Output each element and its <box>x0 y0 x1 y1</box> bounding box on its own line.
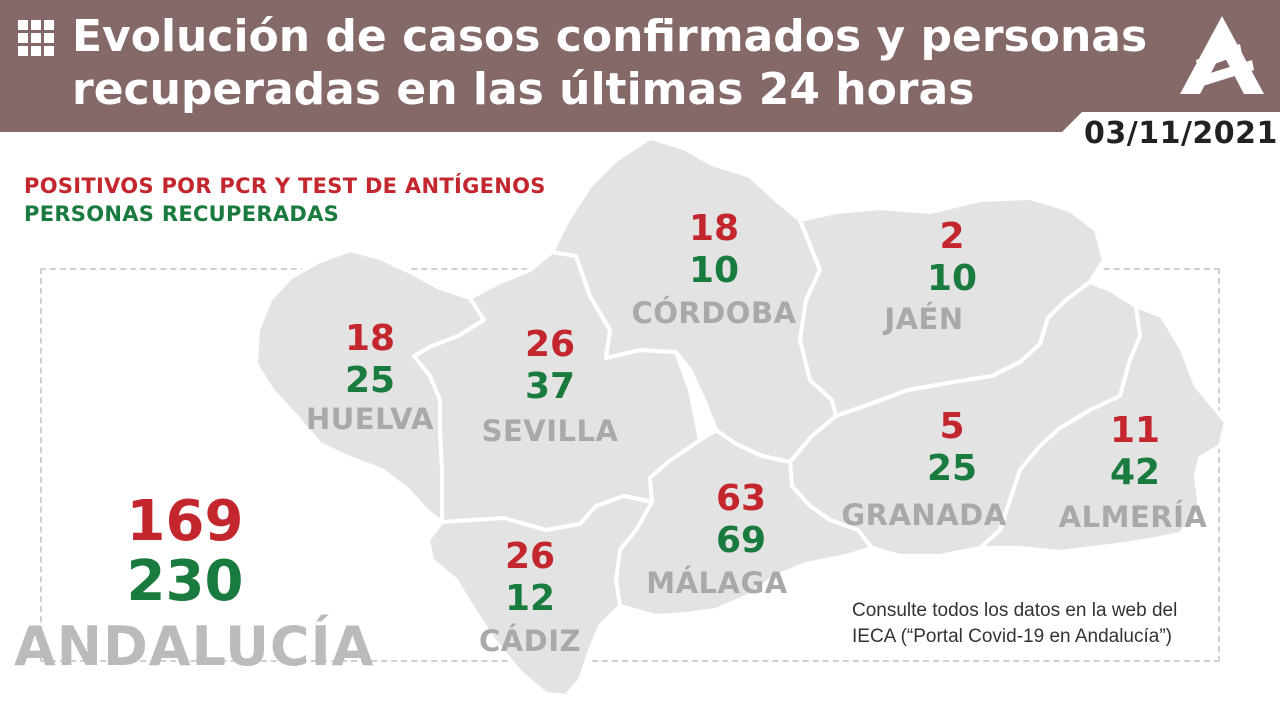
province-jaen-stats: 2 10 JAÉN <box>866 216 1016 336</box>
positives-value: 18 <box>688 208 740 249</box>
positives-value: 11 <box>1109 410 1161 451</box>
positives-value: 18 <box>344 318 396 359</box>
province-label: ALMERÍA <box>1058 500 1208 534</box>
recovered-value: 42 <box>1109 452 1161 493</box>
positives-value: 26 <box>524 324 576 365</box>
positives-value: 2 <box>939 216 965 257</box>
source-note: Consulte todos los datos en la web del I… <box>852 598 1212 650</box>
recovered-value: 12 <box>504 578 556 619</box>
province-label: CÓRDOBA <box>631 296 797 330</box>
junta-andalucia-logo-icon <box>1180 16 1264 94</box>
report-date: 03/11/2021 <box>1084 116 1278 151</box>
legend-positives: POSITIVOS POR PCR Y TEST DE ANTÍGENOS <box>24 174 546 198</box>
province-sevilla-stats: 26 37 SEVILLA <box>470 324 630 448</box>
recovered-value: 10 <box>926 258 978 299</box>
recovered-value: 25 <box>344 360 396 401</box>
province-label: GRANADA <box>841 498 1007 532</box>
total-recovered-value: 230 <box>126 549 244 614</box>
province-almeria-stats: 11 42 ALMERÍA <box>1059 410 1207 534</box>
recovered-value: 69 <box>715 520 767 561</box>
header-banner: Evolución de casos confirmados y persona… <box>0 0 1280 132</box>
positives-value: 63 <box>715 478 767 519</box>
date-box <box>1062 112 1280 156</box>
province-label: CÁDIZ <box>478 624 582 658</box>
province-huelva-stats: 18 25 HUELVA <box>306 318 434 436</box>
positives-value: 26 <box>504 536 556 577</box>
province-label: JAÉN <box>884 302 964 336</box>
province-granada-stats: 5 25 GRANADA <box>841 406 1046 532</box>
andalucia-total-stats: 169 230 <box>110 492 260 612</box>
province-almeria <box>978 304 1228 554</box>
source-note-line-2: IECA (“Portal Covid-19 en Andalucía”) <box>852 626 1172 647</box>
positives-value: 5 <box>939 406 965 447</box>
recovered-value: 10 <box>688 250 740 291</box>
province-malaga-stats: 63 69 MÁLAGA <box>646 478 826 600</box>
title-line-1: Evolución de casos confirmados y persona… <box>72 11 1148 62</box>
province-label: SEVILLA <box>481 414 619 448</box>
province-cordoba-stats: 18 10 CÓRDOBA <box>624 208 804 330</box>
province-label: MÁLAGA <box>646 566 788 600</box>
province-cadiz <box>426 494 654 698</box>
source-note-line-1: Consulte todos los datos en la web del <box>852 600 1178 621</box>
total-positives-value: 169 <box>126 489 244 554</box>
region-label: ANDALUCÍA <box>14 615 375 678</box>
title-line-2: recuperadas en las últimas 24 horas <box>72 64 975 115</box>
province-cadiz-stats: 26 12 CÁDIZ <box>470 536 590 658</box>
province-label: HUELVA <box>305 402 435 436</box>
recovered-value: 37 <box>524 366 576 407</box>
grid-icon <box>18 20 54 56</box>
legend-recovered: PERSONAS RECUPERADAS <box>24 202 340 226</box>
recovered-value: 25 <box>926 448 978 489</box>
page-title: Evolución de casos confirmados y persona… <box>72 10 1147 116</box>
